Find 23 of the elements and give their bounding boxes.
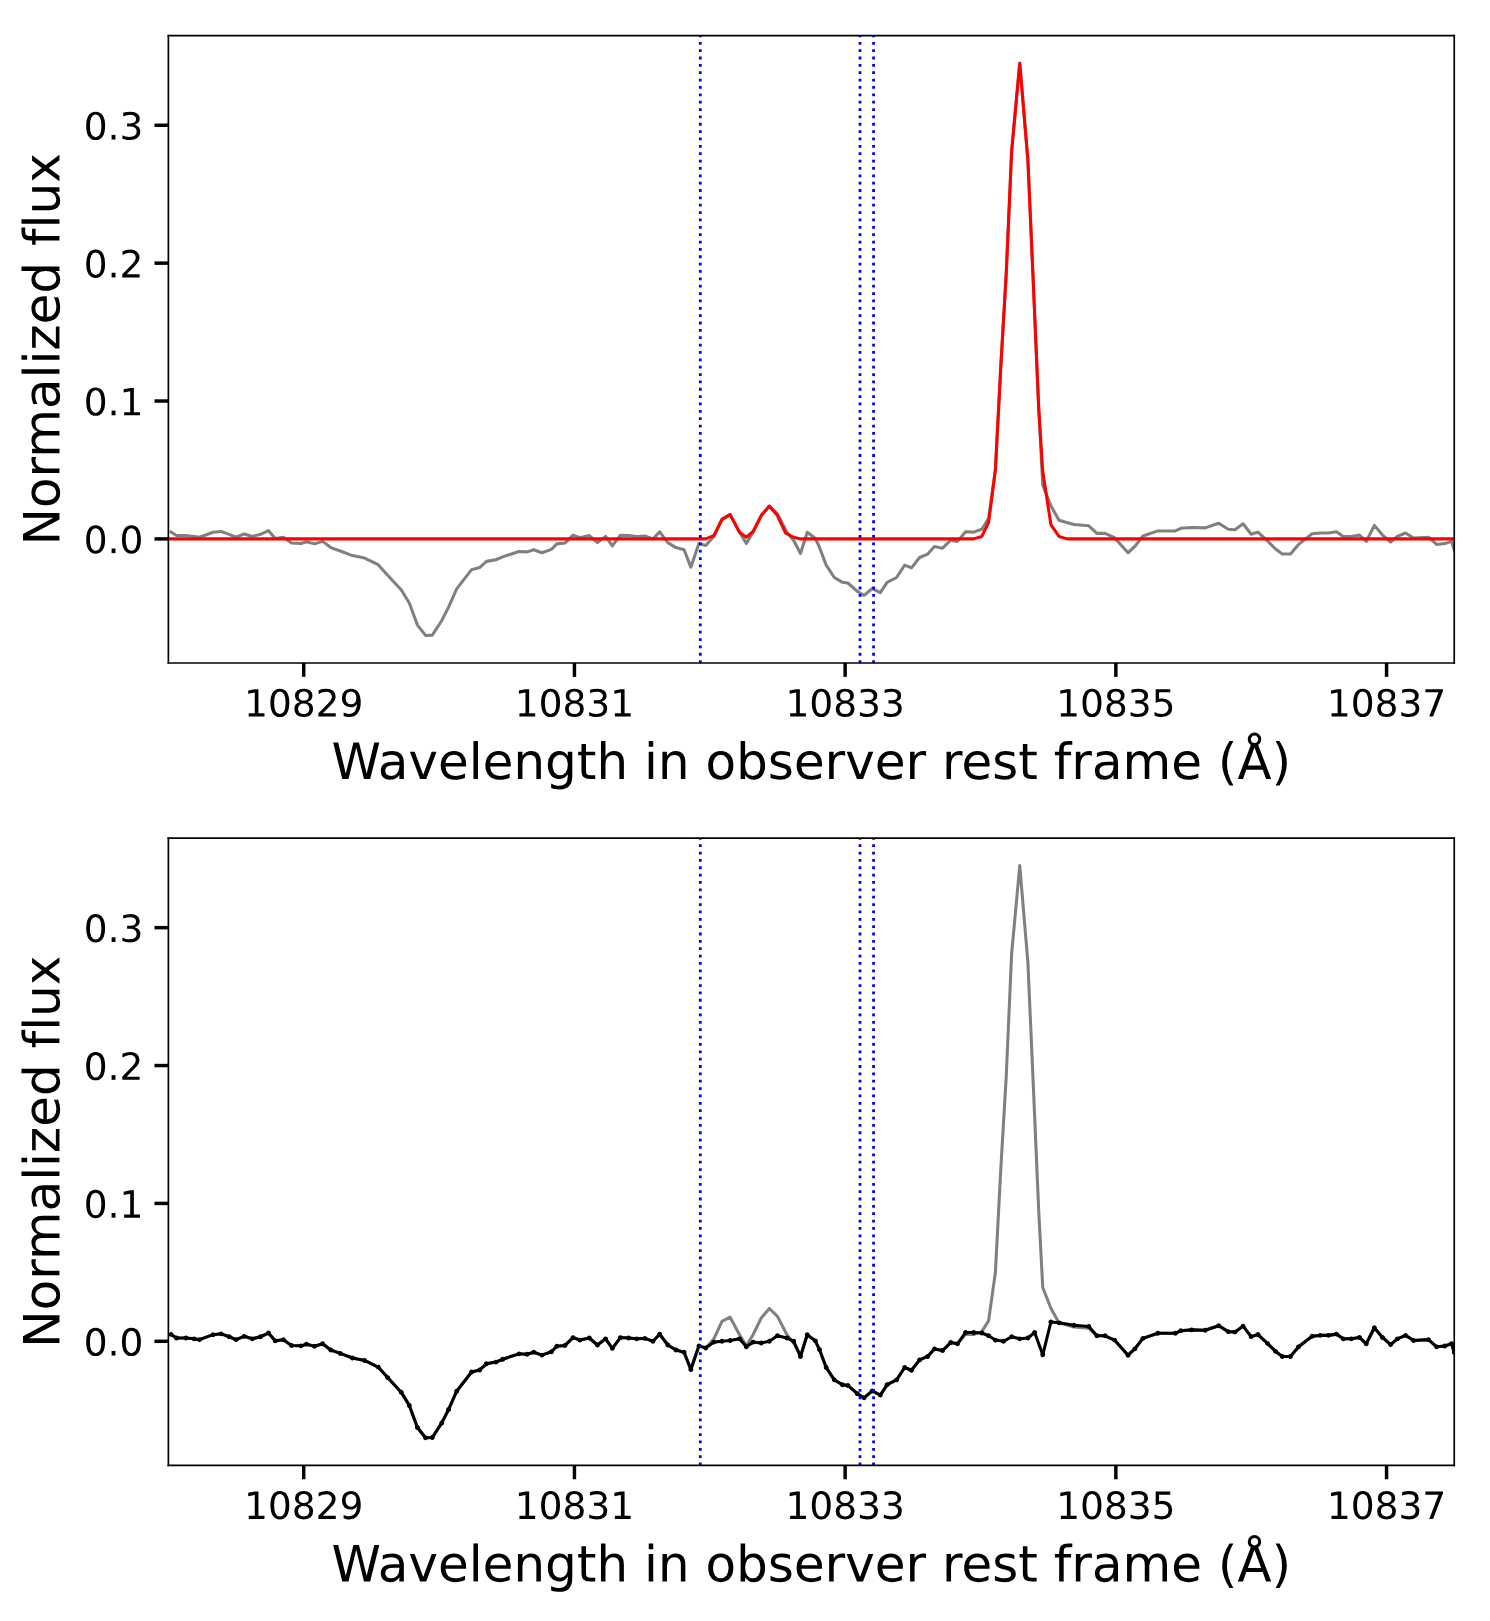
y-tick-label: 0.1: [86, 1189, 140, 1219]
x-axis-title: Wavelength in observer rest frame (Å): [333, 732, 1287, 790]
x-tick-label: 10837: [1331, 1491, 1443, 1520]
y-tick-label: 0.3: [86, 914, 141, 943]
y-tick-label: 0.2: [86, 1051, 140, 1081]
y-tick-label: 0.2: [86, 249, 140, 278]
x-tick-label: 10837: [1331, 688, 1443, 718]
y-tick-label: 0.3: [86, 111, 141, 141]
y-tick-label: 0.0: [86, 1327, 141, 1357]
x-tick-label: 10831: [518, 688, 631, 718]
x-axis-title: Wavelength in observer rest frame (Å): [333, 1535, 1287, 1592]
line-series: [168, 61, 1455, 541]
y-axis-title: Normalized flux: [21, 957, 61, 1343]
x-tick-label: 10829: [248, 1491, 361, 1520]
x-tick-label: 10831: [518, 1491, 631, 1520]
y-tick-label: 0.1: [86, 387, 140, 416]
x-tick-label: 10835: [1060, 1491, 1173, 1520]
x-tick-label: 10835: [1060, 688, 1173, 718]
y-tick-label: 0.0: [86, 525, 141, 554]
y-axis-title: Normalized flux: [21, 154, 61, 541]
x-tick-label: 10829: [248, 688, 361, 718]
x-tick-label: 10833: [789, 1491, 902, 1520]
x-tick-label: 10833: [789, 688, 902, 718]
